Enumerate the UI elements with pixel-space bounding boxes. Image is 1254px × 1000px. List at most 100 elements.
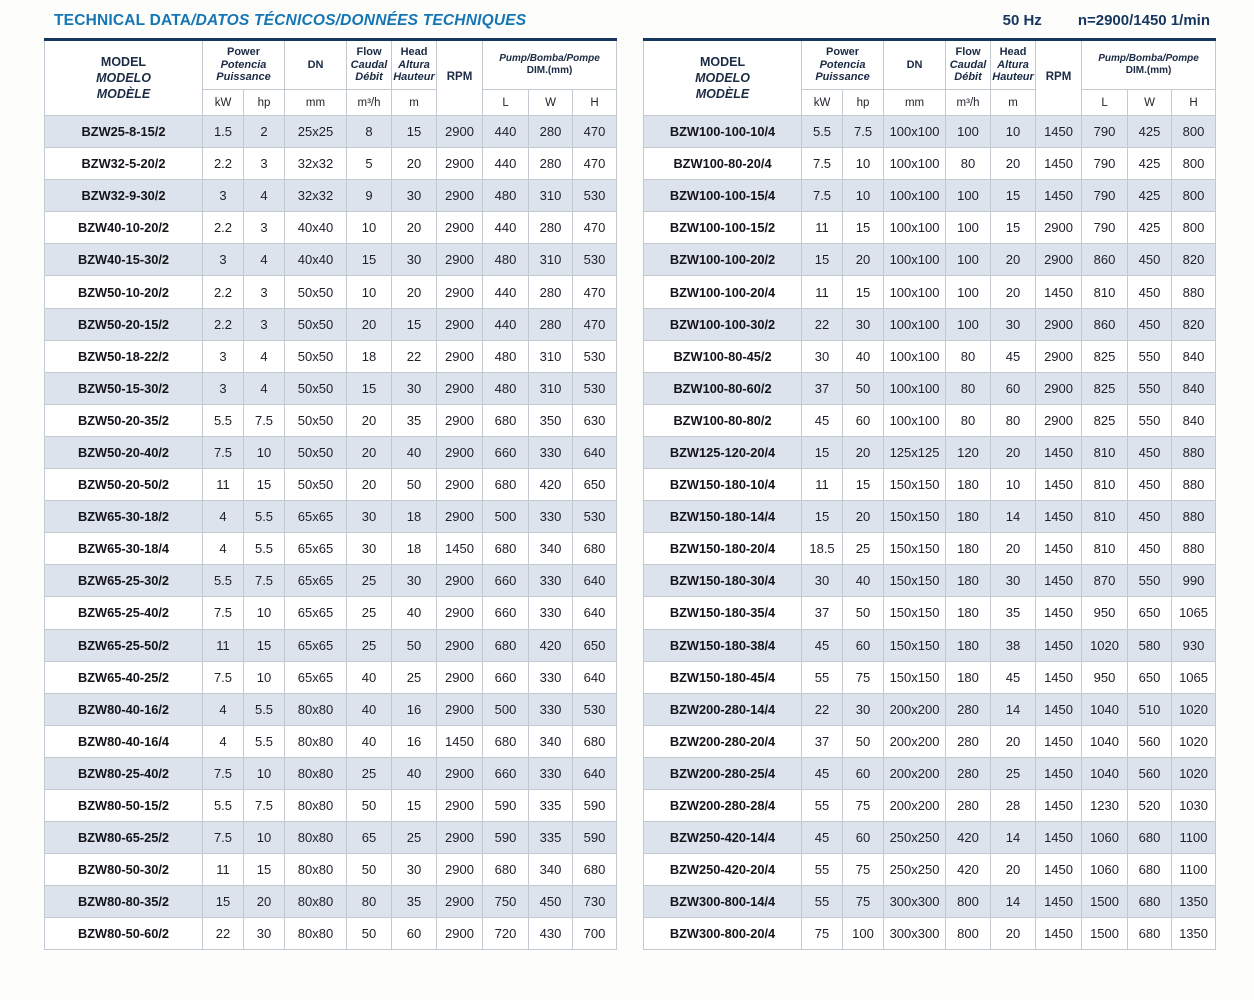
value-cell: 30 (391, 179, 438, 213)
value-cell: 40 (346, 692, 393, 726)
value-cell: 1450 (1035, 435, 1083, 470)
value-cell: 1450 (1035, 564, 1083, 598)
value-cell: 500 (482, 500, 530, 534)
value-cell: 250x250 (883, 853, 947, 887)
value-cell: 1450 (1035, 821, 1083, 855)
head-label-en: Head (999, 45, 1027, 58)
model-cell: BZW65-25-30/2 (44, 564, 203, 598)
value-cell: 25 (346, 596, 393, 630)
value-cell: 680 (482, 628, 530, 662)
value-cell: 50 (842, 371, 885, 405)
value-cell: 1230 (1081, 788, 1129, 823)
value-cell: 38 (990, 628, 1037, 662)
value-cell: 660 (482, 756, 530, 790)
value-cell: 2900 (436, 243, 484, 277)
value-cell: 2900 (436, 692, 484, 726)
power-label-es: Potencia (819, 58, 866, 71)
value-cell: 15 (391, 307, 438, 341)
value-cell: 100 (945, 307, 992, 341)
value-cell: 5.5 (242, 532, 286, 566)
value-cell: 4 (242, 339, 286, 373)
value-cell: 40 (346, 660, 393, 694)
value-cell: 75 (842, 788, 885, 823)
value-cell: 680 (482, 468, 530, 502)
value-cell: 11 (801, 275, 844, 309)
value-cell: 65x65 (284, 500, 348, 534)
value-cell: 40 (391, 596, 438, 630)
value-cell: 880 (1171, 468, 1217, 502)
value-cell: 480 (482, 371, 530, 405)
value-cell: 60 (842, 821, 885, 855)
value-cell: 2900 (1035, 371, 1083, 405)
table-row: BZW32-9-30/2 3 4 32x32 9 30 2900 480 310 530 (44, 179, 618, 213)
table-row: BZW200-280-20/4 37 50 200x200 280 20 1450 1040 5… (643, 724, 1217, 758)
col-header-power: Power Potencia Puissance (201, 39, 286, 90)
value-cell: 680 (1127, 917, 1173, 951)
value-cell: 1500 (1081, 885, 1129, 919)
value-cell: 15 (842, 211, 885, 245)
model-label-es: MODELO (695, 70, 750, 85)
table-row: BZW50-18-22/2 3 4 50x50 18 22 2900 480 310 530 (44, 339, 618, 373)
table-row: BZW100-80-80/2 45 60 100x100 80 80 2900 825 550 8… (643, 403, 1217, 437)
value-cell: 680 (482, 403, 530, 437)
right-spec-table: MODEL MODELO MODÈLE Power Potencia Puiss… (643, 38, 1217, 951)
page-title: TECHNICAL DATA/DATOS TÉCNICOS/DONNÉES TE… (54, 12, 526, 30)
value-cell: 440 (482, 147, 530, 181)
value-cell: 800 (1171, 114, 1217, 149)
table-row: BZW100-80-45/2 30 40 100x100 80 45 2900 825 550 8… (643, 339, 1217, 373)
value-cell: 15 (801, 500, 844, 534)
model-label-fr: MODÈLE (695, 87, 750, 102)
value-cell: 10 (242, 756, 286, 790)
value-cell: 2900 (1035, 339, 1083, 373)
value-cell: 2900 (436, 660, 484, 694)
table-row: BZW150-180-30/4 30 40 150x150 180 30 1450 870 55… (643, 564, 1217, 598)
value-cell: 7.5 (242, 403, 286, 437)
value-cell: 40x40 (284, 211, 348, 245)
value-cell: 100x100 (883, 114, 947, 149)
model-cell: BZW50-20-15/2 (44, 307, 203, 341)
value-cell: 2900 (436, 339, 484, 373)
value-cell: 7.5 (842, 114, 885, 149)
value-cell: 1450 (1035, 147, 1083, 181)
value-cell: 425 (1127, 211, 1173, 245)
value-cell: 180 (945, 564, 992, 598)
value-cell: 1450 (1035, 532, 1083, 566)
value-cell: 45 (801, 821, 844, 855)
value-cell: 37 (801, 724, 844, 758)
model-cell: BZW300-800-20/4 (643, 917, 803, 951)
value-cell: 2900 (436, 821, 484, 855)
model-cell: BZW50-18-22/2 (44, 339, 203, 373)
value-cell: 880 (1171, 500, 1217, 534)
value-cell: 680 (482, 724, 530, 758)
value-cell: 1450 (436, 724, 484, 758)
speed-label: n=2900/1450 1/min (1077, 12, 1210, 29)
value-cell: 2900 (436, 211, 484, 245)
value-cell: 340 (528, 853, 574, 887)
value-cell: 37 (801, 596, 844, 630)
value-cell: 20 (990, 724, 1037, 758)
value-cell: 425 (1127, 114, 1173, 149)
head-label-en: Head (400, 45, 428, 58)
value-cell: 1040 (1081, 724, 1129, 758)
value-cell: 180 (945, 596, 992, 630)
value-cell: 15 (391, 788, 438, 823)
right-table-body: BZW100-100-10/4 5.5 7.5 100x100 100 10 1450 790… (643, 114, 1217, 951)
value-cell: 530 (572, 500, 618, 534)
col-header-power: Power Potencia Puissance (801, 39, 885, 90)
value-cell: 550 (1127, 339, 1173, 373)
value-cell: 820 (1171, 307, 1217, 341)
value-cell: 3 (242, 147, 286, 181)
value-cell: 30 (842, 307, 885, 341)
value-cell: 10 (990, 114, 1037, 149)
value-cell: 280 (528, 147, 574, 181)
model-cell: BZW80-25-40/2 (44, 756, 203, 790)
value-cell: 5 (346, 147, 393, 181)
model-label-en: MODEL (699, 54, 746, 69)
value-cell: 15 (202, 885, 244, 919)
value-cell: 430 (528, 917, 574, 951)
value-cell: 680 (482, 532, 530, 566)
col-header-head: Head Altura Hauteur (990, 39, 1037, 90)
value-cell: 7.5 (202, 596, 244, 630)
model-cell: BZW65-40-25/2 (44, 660, 203, 694)
value-cell: 20 (391, 211, 438, 245)
